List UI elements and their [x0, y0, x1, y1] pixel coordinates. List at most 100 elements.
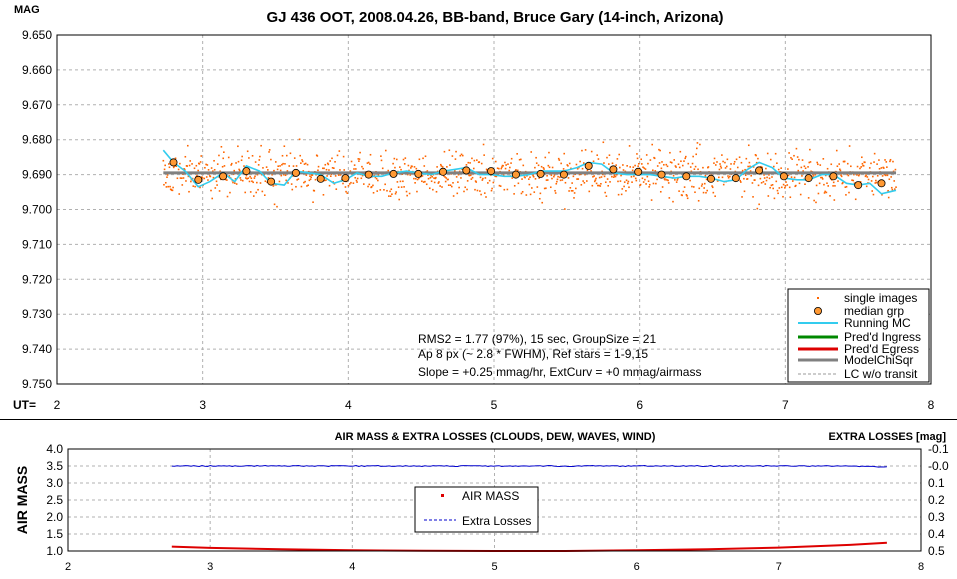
legend-label-single-images: single images	[844, 291, 917, 305]
single-image-point	[825, 191, 828, 194]
single-image-point	[674, 165, 677, 167]
single-image-point	[433, 177, 435, 179]
single-image-point	[422, 157, 424, 160]
single-image-point	[373, 174, 375, 177]
median-grp-point	[779, 172, 788, 181]
single-image-point	[597, 158, 600, 160]
single-image-point	[786, 184, 789, 186]
median-grp-point	[584, 161, 593, 170]
single-image-point	[383, 189, 385, 191]
single-image-point	[556, 178, 559, 181]
median-grp-point	[341, 174, 350, 183]
airmass-y-tick-label: 1.5	[46, 527, 63, 541]
legend-label-modelchisqr: ModelChiSqr	[844, 353, 913, 367]
single-image-point	[254, 161, 257, 163]
single-image-point	[186, 165, 188, 167]
single-image-point	[694, 191, 696, 194]
single-image-point	[166, 174, 169, 176]
single-image-point	[354, 176, 357, 179]
single-image-point	[286, 170, 289, 172]
single-image-point	[769, 158, 772, 161]
single-image-point	[790, 156, 792, 159]
main-y-axis-label: MAG	[14, 4, 40, 16]
median-grp-point	[291, 168, 300, 177]
legend-symbol-median-grp	[814, 306, 823, 315]
single-image-point	[240, 179, 242, 181]
single-image-point	[838, 163, 841, 165]
single-image-point	[713, 157, 716, 160]
single-image-point	[406, 194, 408, 197]
single-image-point	[232, 181, 234, 184]
single-image-point	[482, 143, 485, 146]
single-image-point	[562, 168, 565, 170]
single-image-point	[661, 186, 664, 188]
single-image-point	[417, 177, 420, 180]
single-image-point	[391, 193, 393, 195]
single-image-point	[492, 181, 495, 184]
main-y-tick-labels: 9.650 9.660 9.670 9.680 9.690 9.700 9.710 9.720…	[22, 28, 52, 391]
single-image-point	[386, 189, 388, 192]
single-image-point	[626, 182, 629, 185]
single-image-point	[538, 197, 541, 200]
single-image-point	[435, 190, 438, 193]
single-image-point	[797, 169, 800, 172]
single-image-point	[581, 149, 583, 152]
single-image-point	[760, 165, 762, 168]
single-image-point	[875, 179, 877, 182]
extra-losses-tick-label: 0.1	[928, 476, 945, 490]
single-image-point	[241, 179, 244, 182]
single-image-point	[655, 182, 657, 185]
single-image-point	[639, 183, 642, 186]
single-image-point	[345, 190, 347, 193]
single-image-point	[438, 181, 440, 183]
single-image-point	[201, 177, 204, 179]
single-image-point	[404, 157, 407, 159]
single-image-point	[299, 154, 302, 157]
annotation-line-1: RMS2 = 1.77 (97%), 15 sec, GroupSize = 2…	[418, 332, 656, 346]
single-image-point	[406, 173, 409, 176]
single-image-point	[267, 169, 269, 171]
single-image-point	[367, 161, 370, 164]
single-image-point	[471, 157, 473, 160]
single-image-point	[711, 186, 714, 189]
running-mc-line	[162, 149, 897, 195]
single-image-point	[204, 166, 206, 169]
single-image-point	[876, 174, 879, 177]
single-image-point	[629, 166, 632, 168]
legend-label-predd-egress: Pred'd Egress	[844, 342, 919, 356]
single-image-point	[846, 162, 849, 165]
single-image-point	[804, 183, 806, 186]
single-image-point	[823, 183, 825, 186]
single-image-point	[705, 191, 707, 194]
single-image-point	[254, 175, 256, 178]
single-image-point	[297, 178, 300, 180]
single-image-point	[483, 154, 485, 156]
single-image-point	[655, 173, 658, 176]
single-image-point	[408, 192, 411, 195]
single-image-point	[521, 191, 524, 193]
single-image-point	[570, 167, 572, 170]
single-image-point	[809, 148, 811, 151]
single-image-point	[308, 179, 311, 182]
single-image-point	[520, 192, 523, 195]
single-image-point	[593, 180, 596, 183]
single-image-point	[312, 201, 314, 204]
single-image-point	[211, 197, 214, 200]
single-image-point	[212, 170, 214, 172]
single-image-point	[260, 173, 263, 176]
single-image-point	[714, 164, 717, 166]
airmass-y-axis-label: AIR MASS	[14, 466, 30, 534]
single-image-point	[748, 161, 751, 164]
single-image-point	[241, 155, 243, 158]
single-image-point	[824, 174, 827, 177]
single-image-point	[888, 178, 891, 181]
single-image-point	[566, 164, 569, 166]
single-image-point	[313, 190, 316, 192]
single-image-point	[602, 141, 605, 144]
single-image-point	[491, 187, 493, 190]
main-x-tick-label: 5	[491, 398, 498, 412]
single-image-point	[171, 189, 174, 192]
single-image-point	[454, 158, 457, 160]
single-image-point	[784, 185, 787, 187]
single-image-point	[235, 162, 237, 164]
